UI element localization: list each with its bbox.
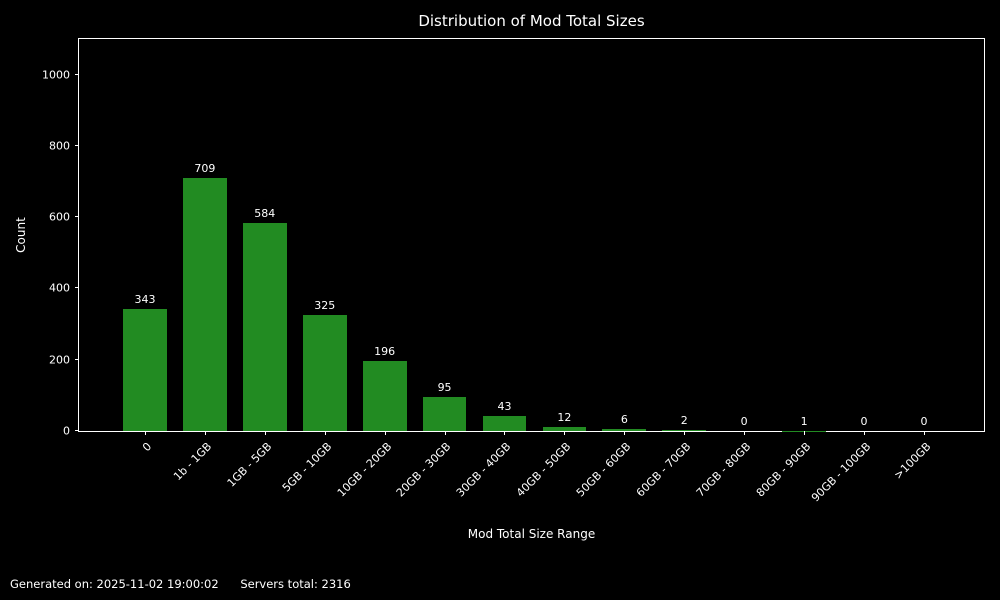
x-tick-mark	[684, 431, 686, 435]
y-tick-mark	[75, 287, 79, 289]
y-tick-mark	[75, 216, 79, 218]
bar-slot: 325 5GB - 10GB	[279, 39, 355, 495]
y-tick-label: 1000	[42, 68, 70, 82]
bar: 343	[123, 293, 167, 431]
bar-slot: 0 70GB - 80GB	[694, 39, 774, 499]
x-tick-label: 5GB - 10GB	[279, 440, 334, 495]
bar: 196	[362, 345, 407, 431]
generated-on-text: Generated on: 2025-11-02 19:00:02	[10, 577, 219, 591]
x-tick-mark	[744, 431, 746, 435]
bars-row: 343 0 709 1b - 1GB 584 1GB - 5GB 325 5GB - 10GB…	[79, 39, 984, 504]
y-tick-label: 400	[49, 281, 70, 295]
bar-slot: 6 50GB - 60GB	[574, 39, 654, 499]
bar-value-label: 584	[254, 206, 276, 220]
plot-area: 343 0 709 1b - 1GB 584 1GB - 5GB 325 5GB - 10GB…	[42, 38, 985, 504]
bar-value-label: 6	[620, 412, 628, 426]
bar-value-label: 0	[920, 415, 928, 428]
x-tick-label: 40GB - 50GB	[514, 440, 574, 500]
x-tick-mark	[504, 431, 506, 435]
x-tick-mark	[264, 431, 266, 435]
bar-value-label: 196	[374, 345, 396, 359]
bar-value-label: 1	[800, 414, 808, 428]
bar: 584	[242, 207, 287, 431]
footer: Generated on: 2025-11-02 19:00:02 Server…	[10, 577, 351, 591]
bar-value-label: 343	[134, 292, 156, 306]
bar: 95	[422, 381, 467, 431]
y-tick-mark	[75, 430, 79, 431]
bar-slot: 196 10GB - 20GB	[334, 39, 415, 499]
x-tick-mark	[624, 431, 626, 435]
bar-value-label: 2	[680, 414, 688, 428]
servers-total-text: Servers total: 2316	[240, 577, 351, 591]
bar-value-label: 95	[437, 381, 452, 395]
x-tick-mark	[564, 431, 566, 435]
y-axis-label: Count	[14, 217, 28, 253]
x-tick-mark	[864, 431, 866, 435]
bar-value-label: 709	[194, 162, 216, 176]
bar-slot: 343 0	[115, 39, 175, 454]
x-tick-label: 30GB - 40GB	[454, 440, 514, 500]
y-tick-mark	[75, 73, 79, 75]
bar-slot: 709 1b - 1GB	[171, 39, 235, 483]
bar-value-label: 43	[497, 399, 512, 413]
x-tick-mark	[144, 431, 146, 435]
bar-slot: 0 >100GB	[891, 39, 954, 482]
x-tick-label: 20GB - 30GB	[394, 440, 454, 500]
bar-slot: 584 1GB - 5GB	[224, 39, 295, 490]
x-tick-mark	[923, 431, 925, 435]
x-tick-mark	[204, 431, 206, 435]
x-tick-mark	[804, 431, 806, 435]
x-tick-mark	[324, 431, 326, 435]
y-tick-mark	[75, 144, 79, 146]
x-tick-label: 70GB - 80GB	[693, 440, 754, 500]
x-tick-label: 10GB - 20GB	[334, 440, 394, 500]
x-tick-mark	[384, 431, 386, 435]
bar: 325	[302, 299, 347, 431]
x-tick-label: >100GB	[891, 440, 934, 482]
y-tick-label: 600	[49, 210, 70, 224]
bar-value-label: 12	[557, 410, 572, 424]
bar: 709	[183, 162, 227, 431]
x-tick-label: 60GB - 70GB	[633, 440, 694, 500]
x-tick-label: 90GB - 100GB	[808, 440, 874, 505]
bar-value-label: 0	[740, 415, 748, 428]
bar-slot: 95 20GB - 30GB	[394, 39, 475, 499]
bar-slot: 0 90GB - 100GB	[809, 39, 894, 504]
y-tick-label: 200	[49, 353, 70, 367]
x-tick-label: 1GB - 5GB	[224, 440, 275, 490]
y-tick-mark	[75, 358, 79, 360]
bar-slot: 12 40GB - 50GB	[514, 39, 594, 499]
x-tick-mark	[444, 431, 446, 435]
bar-value-label: 0	[860, 415, 868, 428]
bar-slot: 1 80GB - 90GB	[754, 39, 834, 499]
x-tick-label: 1b - 1GB	[170, 440, 215, 484]
x-tick-label: 80GB - 90GB	[753, 440, 814, 500]
y-tick-label: 800	[49, 139, 70, 153]
bar: 12	[542, 411, 587, 431]
bar: 2	[662, 414, 707, 431]
bar: 43	[482, 400, 527, 431]
x-tick-label: 50GB - 60GB	[574, 440, 634, 500]
x-tick-label: 0	[140, 440, 155, 455]
bar: 6	[602, 413, 647, 431]
x-axis-label: Mod Total Size Range	[467, 527, 596, 541]
bar-slot: 43 30GB - 40GB	[454, 39, 535, 499]
y-tick-label: 0	[63, 424, 70, 438]
chart-title: Distribution of Mod Total Sizes	[418, 12, 645, 30]
bar-slot: 2 60GB - 70GB	[634, 39, 714, 499]
bar-value-label: 325	[314, 299, 336, 313]
